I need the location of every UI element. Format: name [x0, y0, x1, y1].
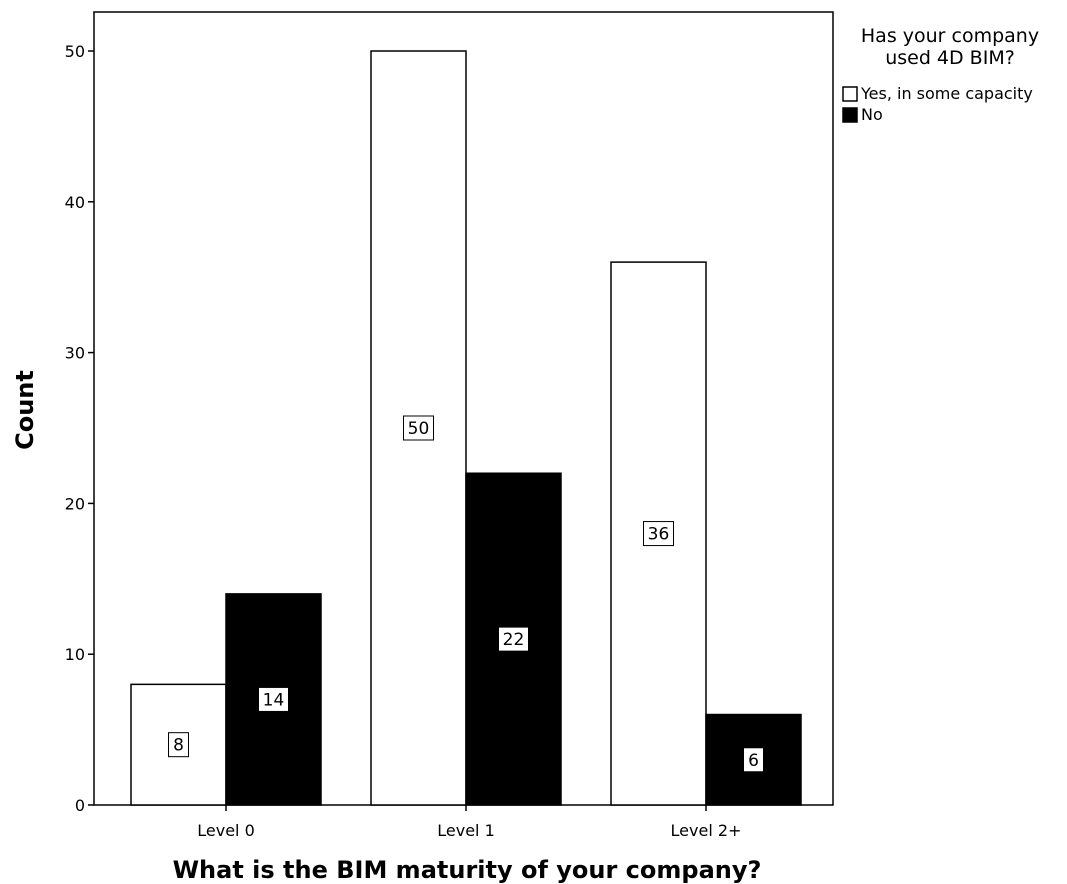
data-label-box	[168, 732, 189, 758]
legend-label-yes: Yes, in some capacity	[860, 84, 1033, 103]
legend-title-line-1: Has your company	[861, 25, 1039, 47]
legend-swatch-no	[842, 107, 858, 123]
y-tick-label: 0	[75, 796, 85, 815]
y-tick-label: 10	[65, 645, 85, 664]
data-label-box	[743, 747, 764, 773]
legend-swatch-yes	[842, 86, 858, 102]
y-tick-label: 50	[65, 42, 85, 61]
legend-label-no: No	[861, 105, 883, 124]
data-label: 14	[263, 690, 285, 710]
data-label: 22	[503, 630, 525, 650]
legend: Has your company used 4D BIM? Yes, in so…	[842, 25, 1039, 124]
y-axis-title: Count	[11, 370, 39, 450]
data-label: 36	[648, 525, 670, 545]
data-label-box	[258, 686, 289, 712]
x-axis-title: What is the BIM maturity of your company…	[173, 856, 762, 884]
data-label-box	[498, 626, 529, 652]
data-label-box	[403, 415, 434, 441]
x-tick-label: Level 1	[437, 821, 495, 840]
data-label: 50	[408, 419, 430, 439]
x-tick-label: Level 0	[197, 821, 255, 840]
data-label: 8	[173, 736, 184, 756]
legend-title-line-2: used 4D BIM?	[885, 47, 1015, 69]
y-tick-label: 40	[65, 193, 85, 212]
x-tick-label: Level 2+	[671, 821, 742, 840]
data-label: 6	[748, 751, 759, 771]
y-tick-label: 20	[65, 494, 85, 513]
data-label-box	[643, 521, 674, 547]
y-tick-label: 30	[65, 344, 85, 363]
